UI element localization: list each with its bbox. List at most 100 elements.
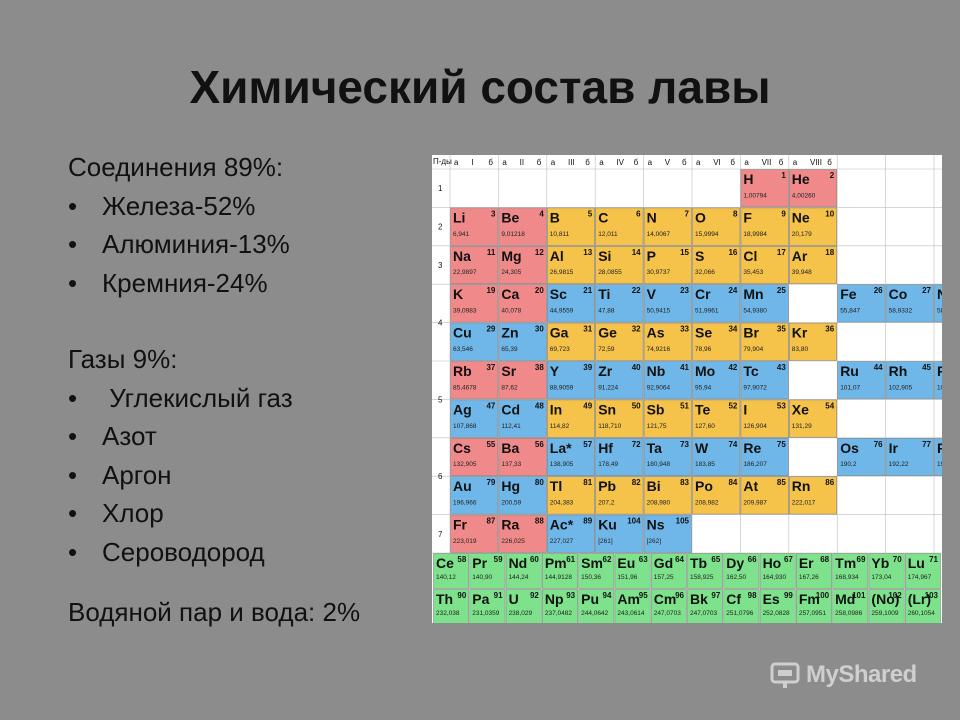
element-mass: 259,1009 xyxy=(871,610,898,617)
element-number: 93 xyxy=(566,591,575,600)
element-cell xyxy=(692,399,741,438)
element-cell xyxy=(934,361,942,400)
list-item: • Сероводород xyxy=(68,533,428,572)
element-mass: 222,017 xyxy=(792,500,816,507)
element-mass: 180,948 xyxy=(647,461,671,468)
element-cell xyxy=(643,322,692,361)
compound-silicon: Кремния-24% xyxy=(102,267,268,298)
element-symbol: Ge xyxy=(598,325,617,341)
element-symbol: Mo xyxy=(695,363,715,379)
gas-co2: Углекислый газ xyxy=(102,382,293,413)
element-number: 39 xyxy=(583,363,592,372)
element-number: 74 xyxy=(728,440,737,449)
element-mass: 51,9961 xyxy=(695,308,719,315)
element-symbol: Rh xyxy=(889,363,908,379)
period-label: 2 xyxy=(438,223,443,232)
element-number: 49 xyxy=(583,401,592,410)
element-symbol: N xyxy=(647,209,657,225)
element-mass: 195,08 xyxy=(937,461,942,468)
element-number: 24 xyxy=(728,286,737,295)
element-number: 85 xyxy=(777,478,786,487)
element-number: 40 xyxy=(632,363,641,372)
element-number: 76 xyxy=(874,440,883,449)
element-mass: 18,9984 xyxy=(743,231,767,238)
element-symbol: Al xyxy=(550,248,564,264)
element-symbol: Ho xyxy=(763,555,782,571)
element-cell xyxy=(740,207,789,246)
element-mass: 140,12 xyxy=(436,574,456,581)
element-number: 95 xyxy=(639,591,648,600)
list-item: • Углекислый газ xyxy=(68,379,428,418)
element-cell xyxy=(450,399,499,438)
bullet-icon: • xyxy=(68,267,78,298)
element-mass: 258,0986 xyxy=(835,610,862,617)
element-number: 98 xyxy=(748,591,757,600)
element-symbol: Be xyxy=(501,209,519,225)
element-cell xyxy=(643,476,692,515)
element-cell xyxy=(614,553,651,589)
element-cell xyxy=(692,284,741,323)
element-number: 45 xyxy=(922,363,931,372)
element-number: 34 xyxy=(728,325,737,334)
element-mass: 208,980 xyxy=(647,500,671,507)
element-symbol: Cs xyxy=(453,440,471,456)
element-cell xyxy=(740,322,789,361)
element-number: 30 xyxy=(535,325,544,334)
element-symbol: Sm xyxy=(581,555,603,571)
element-symbol: Bi xyxy=(647,478,661,494)
element-mass: 55,847 xyxy=(840,308,860,315)
element-number: 16 xyxy=(728,248,737,257)
element-cell xyxy=(498,437,547,476)
element-symbol: Th xyxy=(436,591,453,607)
element-mass: 97,9072 xyxy=(743,384,767,391)
element-symbol: Yb xyxy=(871,555,889,571)
element-number: 20 xyxy=(535,286,544,295)
element-mass: 47,88 xyxy=(598,308,615,315)
element-number: 71 xyxy=(929,555,938,564)
element-symbol: Tl xyxy=(550,478,562,494)
element-symbol: Ta xyxy=(647,440,663,456)
element-mass: 223,019 xyxy=(453,538,477,545)
element-number: 90 xyxy=(457,591,466,600)
element-cell xyxy=(796,553,832,589)
element-cell xyxy=(904,589,941,623)
element-mass: 158,925 xyxy=(690,574,714,581)
group-header: а xyxy=(744,158,749,167)
element-symbol: Kr xyxy=(792,325,808,341)
element-number: 43 xyxy=(777,363,786,372)
period-label: 6 xyxy=(438,472,443,481)
element-mass: 137,33 xyxy=(501,461,521,468)
element-symbol: Na xyxy=(453,248,471,264)
element-number: 60 xyxy=(530,555,539,564)
element-number: 63 xyxy=(639,555,648,564)
element-cell xyxy=(868,553,905,589)
element-symbol: Li xyxy=(453,209,465,225)
element-symbol: Er xyxy=(799,555,814,571)
element-mass: 20,179 xyxy=(792,231,812,238)
element-mass: 114,82 xyxy=(550,423,570,430)
group-header: I xyxy=(471,158,473,167)
element-mass: 83,80 xyxy=(792,346,809,353)
element-number: 3 xyxy=(491,209,496,218)
element-symbol: Pr xyxy=(472,555,487,571)
element-mass: 54,9380 xyxy=(743,308,767,315)
element-number: 81 xyxy=(583,478,592,487)
element-number: 80 xyxy=(535,478,544,487)
element-cell xyxy=(788,246,837,285)
element-mass: 58,9332 xyxy=(889,308,913,315)
element-number: 59 xyxy=(494,555,503,564)
element-mass: 138,905 xyxy=(550,461,574,468)
element-symbol: F xyxy=(743,209,752,225)
element-symbol: Ba xyxy=(501,440,519,456)
element-number: 86 xyxy=(825,478,834,487)
element-cell xyxy=(547,246,596,285)
element-cell xyxy=(643,246,692,285)
element-cell xyxy=(788,399,837,438)
gases-heading: Газы 9%: xyxy=(68,344,178,374)
element-symbol: Po xyxy=(695,478,713,494)
element-cell xyxy=(934,437,942,476)
element-cell xyxy=(788,207,837,246)
element-number: 99 xyxy=(784,591,793,600)
element-symbol: Ca xyxy=(501,286,519,302)
element-mass: 74,9216 xyxy=(647,346,671,353)
